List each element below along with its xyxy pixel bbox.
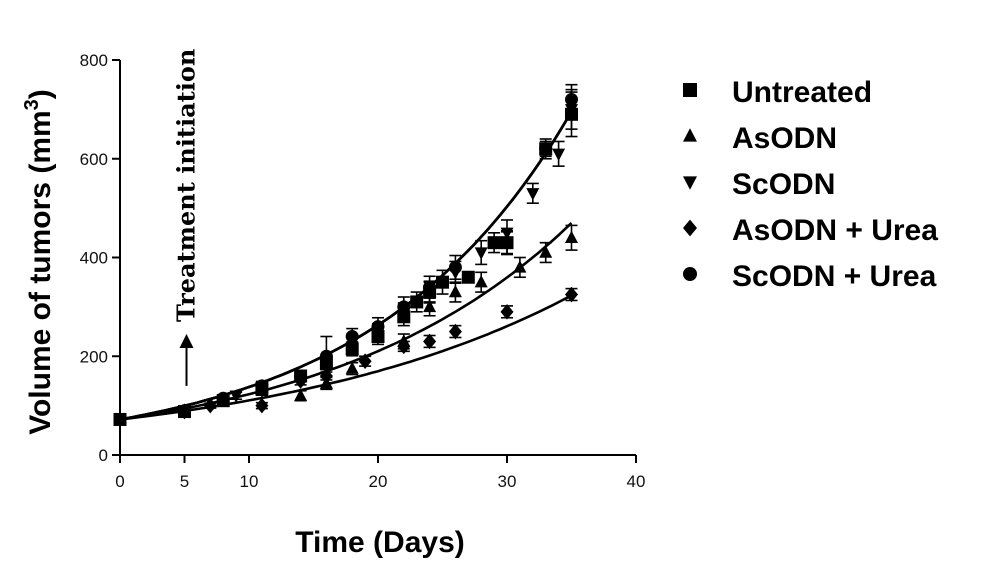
data-point [552,148,566,161]
data-point [294,369,308,383]
data-point [500,304,514,320]
y-axis-title: Volume of tumors (mm3) [21,89,57,435]
data-point [345,361,359,374]
data-point [448,323,462,340]
legend-item: AsODN + Urea [683,214,938,247]
data-point [203,397,217,414]
y-axis-title-superscript: 3 [21,99,43,110]
legend-marker [683,267,697,281]
annotation-label: Treatment initiation [172,49,201,322]
legend-item: ScODN + Urea [683,260,937,293]
data-point [178,404,191,418]
x-tick-label: 0 [115,472,124,491]
legend-label: ScODN [732,168,835,201]
legend-label: ScODN + Urea [732,260,937,293]
data-point [423,299,437,313]
data-point [539,245,553,258]
data-point [371,320,385,334]
data-point [319,349,333,363]
legend-marker [683,83,697,97]
data-point [397,338,411,355]
y-tick-label: 200 [80,347,108,366]
data-point [565,93,578,106]
data-point [255,379,269,393]
x-tick-label: 40 [627,472,646,491]
data-point [216,391,230,405]
series-asodn-urea [113,286,578,428]
data-point [565,286,578,303]
data-point [565,230,578,243]
data-point [397,300,411,314]
legend-marker [683,219,697,237]
data-point [345,330,359,343]
x-tick-label: 5 [180,472,189,491]
data-point [294,388,308,401]
data-point [436,275,449,289]
data-point [539,142,553,156]
data-point [474,247,488,260]
y-tick-label: 800 [80,51,108,70]
data-point [448,284,462,298]
series-asodn [113,222,578,425]
legend-label: AsODN + Urea [732,214,938,247]
treatment-annotation: Treatment initiation [172,49,201,386]
legend-marker [683,128,697,142]
legend-label: AsODN [732,122,837,155]
fit-curve [119,110,573,421]
data-point [423,280,437,294]
y-tick-label: 600 [80,150,108,169]
y-axis-title-main: Volume of tumors (mm [24,110,57,434]
y-tick-label: 0 [99,446,108,465]
legend-marker [683,176,697,190]
data-point [526,188,540,201]
series-scodn-urea [113,83,578,426]
data-point [500,236,514,250]
data-point [423,333,437,350]
data-point [113,412,127,426]
data-point [255,397,269,414]
legend-item: AsODN [683,122,837,155]
y-axis-title-close: ) [24,89,57,99]
fit-curve [119,294,573,421]
legend-item: ScODN [683,168,835,201]
data-point [513,260,527,273]
fit-curve [119,222,573,421]
annotation-arrowhead [179,334,194,349]
x-axis-title: Time (Days) [295,526,465,559]
x-tick-label: 30 [498,472,517,491]
x-tick-label: 10 [240,472,259,491]
legend-label: Untreated [732,76,872,109]
data-point [358,353,372,369]
data-point [448,260,462,274]
legend-item: Untreated [683,76,872,109]
x-tick-label: 20 [369,472,388,491]
data-point [461,270,475,284]
data-point [474,275,488,288]
y-tick-label: 400 [80,249,108,268]
data-point [487,236,501,250]
legend: Untreated AsODN ScODN AsODN + Urea ScODN + U… [683,76,938,293]
